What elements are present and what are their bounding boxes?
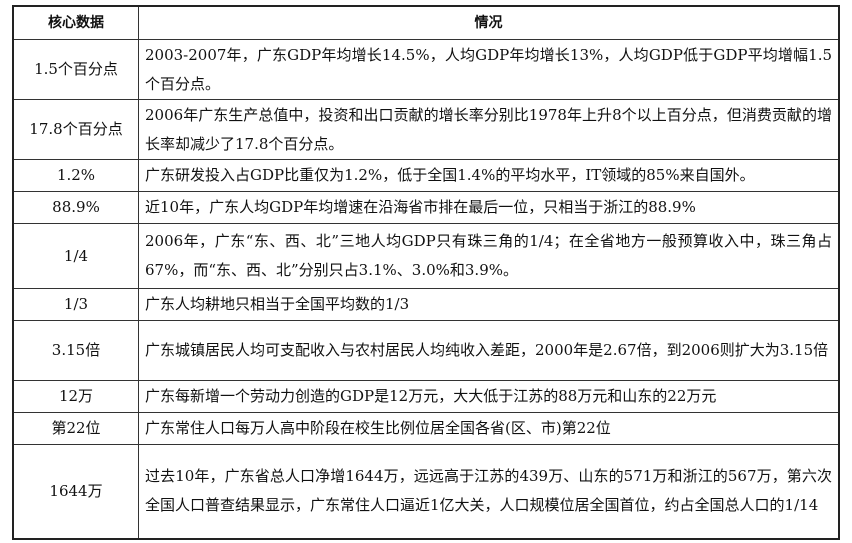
key-cell: 第22位 [12, 412, 139, 445]
description-cell: 广东研发投入占GDP比重仅为1.2%，低于全国1.4%的平均水平，IT领域的85… [138, 159, 840, 192]
table-row: 17.8个百分点 2006年广东生产总值中，投资和出口贡献的增长率分别比1978年… [12, 99, 840, 160]
key-cell: 12万 [12, 380, 139, 413]
table-row: 1.2% 广东研发投入占GDP比重仅为1.2%，低于全国1.4%的平均水平，IT领… [12, 159, 840, 192]
key-cell: 1.5个百分点 [12, 39, 139, 100]
description-cell: 2006年广东生产总值中，投资和出口贡献的增长率分别比1978年上升8个以上百分… [138, 99, 840, 160]
description-cell: 过去10年，广东省总人口净增1644万，远远高于江苏的439万、山东的571万和… [138, 444, 840, 539]
description-cell: 近10年，广东人均GDP年均增速在沿海省市排在最后一位，只相当于浙江的88.9% [138, 191, 840, 224]
header-key: 核心数据 [12, 5, 139, 40]
table-row: 88.9% 近10年，广东人均GDP年均增速在沿海省市排在最后一位，只相当于浙江的… [12, 191, 840, 224]
key-cell: 1644万 [12, 444, 139, 539]
description-cell: 2006年，广东“东、西、北”三地人均GDP只有珠三角的1/4；在全省地方一般预… [138, 223, 840, 289]
key-cell: 88.9% [12, 191, 139, 224]
table-row: 1644万 过去10年，广东省总人口净增1644万，远远高于江苏的439万、山东的… [12, 444, 840, 539]
key-cell: 3.15倍 [12, 320, 139, 381]
header-row: 核心数据 情况 [12, 5, 840, 40]
key-cell: 17.8个百分点 [12, 99, 139, 160]
table-row: 12万 广东每新增一个劳动力创造的GDP是12万元，大大低于江苏的88万元和山东的… [12, 380, 840, 413]
table-row: 第22位 广东常住人口每万人高中阶段在校生比例位居全国各省(区、市)第22位 [12, 412, 840, 445]
key-cell: 1/3 [12, 288, 139, 321]
key-cell: 1.2% [12, 159, 139, 192]
description-cell: 2003-2007年，广东GDP年均增长14.5%，人均GDP年均增长13%，人… [138, 39, 840, 100]
header-situation: 情况 [138, 5, 840, 40]
key-cell: 1/4 [12, 223, 139, 289]
table-row: 3.15倍 广东城镇居民人均可支配收入与农村居民人均纯收入差距，2000年是2.6… [12, 320, 840, 381]
description-cell: 广东人均耕地只相当于全国平均数的1/3 [138, 288, 840, 321]
description-cell: 广东城镇居民人均可支配收入与农村居民人均纯收入差距，2000年是2.67倍，到2… [138, 320, 840, 381]
table-row: 1.5个百分点 2003-2007年，广东GDP年均增长14.5%，人均GDP年均… [12, 39, 840, 100]
table-row: 1/4 2006年，广东“东、西、北”三地人均GDP只有珠三角的1/4；在全省地方… [12, 223, 840, 289]
description-cell: 广东常住人口每万人高中阶段在校生比例位居全国各省(区、市)第22位 [138, 412, 840, 445]
table-row: 1/3 广东人均耕地只相当于全国平均数的1/3 [12, 288, 840, 321]
data-table: 核心数据 情况 1.5个百分点 2003-2007年，广东GDP年均增长14.5%… [12, 5, 840, 540]
description-cell: 广东每新增一个劳动力创造的GDP是12万元，大大低于江苏的88万元和山东的22万… [138, 380, 840, 413]
